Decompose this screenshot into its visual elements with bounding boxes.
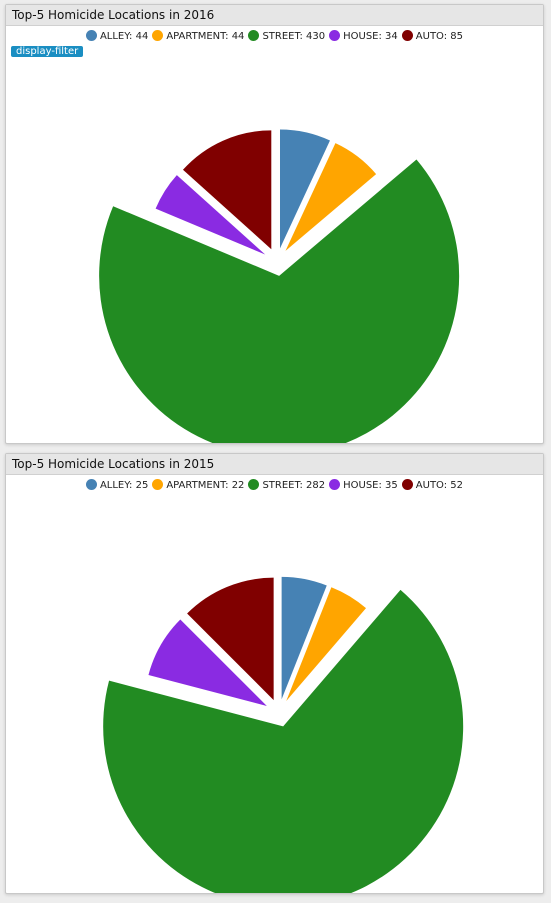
chart-area: ALLEY: 25 APARTMENT: 22 STREET: 282 HOUSE: … bbox=[6, 475, 543, 893]
panel-title: Top-5 Homicide Locations in 2015 bbox=[6, 454, 543, 475]
pie-slice-street[interactable] bbox=[103, 589, 464, 893]
legend-label: HOUSE: 34 bbox=[343, 31, 398, 42]
legend-swatch bbox=[329, 30, 341, 41]
legend-item-alley[interactable]: ALLEY: 25 bbox=[85, 479, 149, 491]
chart-area: ALLEY: 44 APARTMENT: 44 STREET: 430 HOUSE: … bbox=[6, 26, 543, 443]
pie-slice-alley[interactable] bbox=[280, 129, 330, 249]
pie-slice-house[interactable] bbox=[155, 175, 266, 255]
legend-swatch bbox=[329, 479, 341, 490]
legend-swatch bbox=[248, 479, 260, 490]
panel-title: Top-5 Homicide Locations in 2016 bbox=[6, 5, 543, 26]
legend-item-street[interactable]: STREET: 430 bbox=[248, 30, 325, 42]
legend-label: STREET: 282 bbox=[262, 480, 326, 491]
legend-item-street[interactable]: STREET: 282 bbox=[248, 479, 325, 491]
pie-chart[interactable] bbox=[6, 475, 543, 893]
legend-label: APARTMENT: 22 bbox=[166, 480, 245, 491]
legend-item-apartment[interactable]: APARTMENT: 44 bbox=[152, 30, 244, 42]
legend-swatch bbox=[401, 30, 413, 41]
display-filter-badge[interactable]: display-filter bbox=[11, 46, 84, 57]
legend-label: AUTO: 52 bbox=[415, 480, 464, 491]
legend-label: ALLEY: 44 bbox=[99, 31, 149, 42]
pie-slice-street[interactable] bbox=[99, 159, 460, 443]
legend-swatch bbox=[401, 479, 413, 490]
legend-item-auto[interactable]: AUTO: 52 bbox=[401, 479, 464, 491]
pie-slice-apartment[interactable] bbox=[285, 143, 377, 251]
pie-slice-auto[interactable] bbox=[182, 130, 272, 250]
legend-item-apartment[interactable]: APARTMENT: 22 bbox=[152, 479, 244, 491]
legend-label: ALLEY: 25 bbox=[99, 480, 149, 491]
pie-slice-apartment[interactable] bbox=[286, 587, 367, 702]
legend-label: STREET: 430 bbox=[262, 31, 326, 42]
pie-slice-alley[interactable] bbox=[281, 576, 327, 700]
pie-chart[interactable] bbox=[6, 26, 543, 443]
legend-swatch bbox=[248, 30, 260, 41]
legend-item-house[interactable]: HOUSE: 35 bbox=[329, 479, 398, 491]
legend-item-alley[interactable]: ALLEY: 44 bbox=[85, 30, 149, 42]
chart-panel-2016: Top-5 Homicide Locations in 2016 ALLEY: … bbox=[5, 4, 544, 444]
legend-item-auto[interactable]: AUTO: 85 bbox=[401, 30, 464, 42]
chart-legend: ALLEY: 25 APARTMENT: 22 STREET: 282 HOUSE: … bbox=[6, 479, 543, 491]
legend-label: HOUSE: 35 bbox=[343, 480, 398, 491]
pie-slice-house[interactable] bbox=[148, 619, 267, 707]
legend-label: APARTMENT: 44 bbox=[166, 31, 245, 42]
legend-swatch bbox=[85, 479, 97, 490]
legend-item-house[interactable]: HOUSE: 34 bbox=[329, 30, 398, 42]
legend-swatch bbox=[85, 30, 97, 41]
legend-swatch bbox=[152, 30, 164, 41]
legend-label: AUTO: 85 bbox=[415, 31, 464, 42]
chart-legend: ALLEY: 44 APARTMENT: 44 STREET: 430 HOUSE: … bbox=[6, 30, 543, 42]
legend-swatch bbox=[152, 479, 164, 490]
pie-slice-auto[interactable] bbox=[187, 577, 274, 701]
chart-panel-2015: Top-5 Homicide Locations in 2015 ALLEY: … bbox=[5, 453, 544, 894]
